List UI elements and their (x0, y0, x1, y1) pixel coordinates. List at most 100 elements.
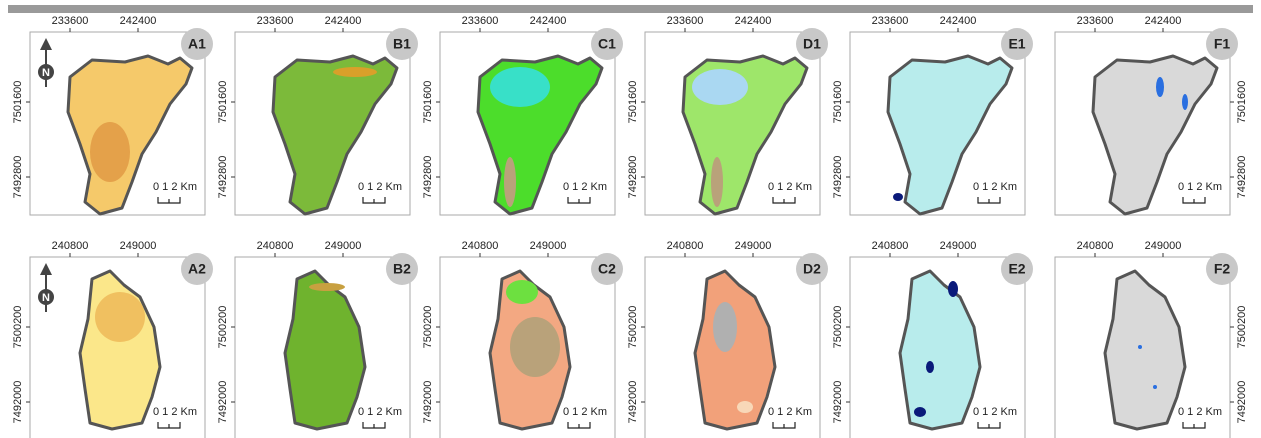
y-tick-label: 7501600 (422, 81, 434, 124)
map-zone (506, 280, 538, 304)
x-tick-label: 242400 (1145, 15, 1182, 27)
map-panel: 233600 242400 7501600 7492800 E1 0 1 2 Km (832, 15, 1033, 215)
map-zone (713, 302, 737, 352)
x-tick-label: 249000 (735, 240, 772, 252)
x-tick-label: 242400 (325, 15, 362, 27)
panel-label: A1 (188, 36, 206, 52)
x-tick-label: 233600 (257, 15, 294, 27)
y-tick-label: 7500200 (422, 306, 434, 349)
figure: 233600 242400 7501600 7492800 A1 0 1 2 Km N 233… (0, 0, 1261, 438)
map-zone (504, 157, 516, 207)
map-zone (1153, 385, 1157, 389)
x-tick-label: 240800 (462, 240, 499, 252)
map-panel: 240800 249000 7500200 7492000 B2 0 1 2 Km (217, 240, 418, 438)
map-zone (948, 281, 958, 297)
x-tick-label: 233600 (52, 15, 89, 27)
panel-label: B2 (393, 261, 411, 277)
map-zone (1138, 345, 1142, 349)
y-tick-label: 7492800 (422, 156, 434, 199)
scale-label: 0 1 2 Km (358, 406, 402, 418)
x-tick-label: 233600 (667, 15, 704, 27)
map-panel: 233600 242400 7501600 7492800 F1 0 1 2 Km (1055, 15, 1248, 215)
x-tick-label: 240800 (872, 240, 909, 252)
x-tick-label: 242400 (120, 15, 157, 27)
map-zone (490, 67, 550, 107)
map-zone (1182, 94, 1188, 110)
y-tick-label: 7500200 (1236, 306, 1248, 349)
map-panel: 240800 249000 7500200 7492000 E2 0 1 2 Km (832, 240, 1033, 438)
y-tick-label: 7500200 (217, 306, 229, 349)
scale-label: 0 1 2 Km (768, 181, 812, 193)
scale-label: 0 1 2 Km (1178, 406, 1222, 418)
panel-label: C1 (598, 36, 616, 52)
y-tick-label: 7492000 (1236, 381, 1248, 424)
x-tick-label: 249000 (940, 240, 977, 252)
y-tick-label: 7492800 (832, 156, 844, 199)
map-zone (893, 193, 903, 201)
y-tick-label: 7501600 (217, 81, 229, 124)
y-tick-label: 7492000 (12, 381, 24, 424)
scale-label: 0 1 2 Km (1178, 181, 1222, 193)
scale-label: 0 1 2 Km (768, 406, 812, 418)
x-tick-label: 249000 (325, 240, 362, 252)
scale-label: 0 1 2 Km (153, 406, 197, 418)
panel-label: B1 (393, 36, 411, 52)
y-tick-label: 7492800 (12, 156, 24, 199)
panel-label: F2 (1214, 261, 1231, 277)
x-tick-label: 249000 (120, 240, 157, 252)
x-tick-label: 233600 (872, 15, 909, 27)
y-tick-label: 7501600 (1236, 81, 1248, 124)
x-tick-label: 240800 (667, 240, 704, 252)
panel-label: E1 (1008, 36, 1025, 52)
panel-label: E2 (1008, 261, 1025, 277)
y-tick-label: 7501600 (627, 81, 639, 124)
y-tick-label: 7500200 (12, 306, 24, 349)
panel-label: C2 (598, 261, 616, 277)
x-tick-label: 233600 (462, 15, 499, 27)
panel-label: D1 (803, 36, 821, 52)
x-tick-label: 240800 (1077, 240, 1114, 252)
y-tick-label: 7492000 (422, 381, 434, 424)
y-tick-label: 7501600 (832, 81, 844, 124)
x-tick-label: 240800 (52, 240, 89, 252)
map-zone (914, 407, 926, 417)
scale-label: 0 1 2 Km (973, 406, 1017, 418)
y-tick-label: 7500200 (832, 306, 844, 349)
x-tick-label: 233600 (1077, 15, 1114, 27)
map-zone (711, 157, 723, 207)
map-panel: 233600 242400 7501600 7492800 D1 0 1 2 Km (627, 15, 828, 215)
scale-label: 0 1 2 Km (563, 181, 607, 193)
x-tick-label: 249000 (530, 240, 567, 252)
scale-label: 0 1 2 Km (973, 181, 1017, 193)
y-tick-label: 7492800 (217, 156, 229, 199)
y-tick-label: 7492000 (217, 381, 229, 424)
map-panel: 240800 249000 7500200 7492000 A2 0 1 2 Km N (12, 240, 213, 438)
x-tick-label: 242400 (530, 15, 567, 27)
y-tick-label: 7492800 (627, 156, 639, 199)
y-tick-label: 7492000 (627, 381, 639, 424)
x-tick-label: 240800 (257, 240, 294, 252)
y-tick-label: 7492000 (832, 381, 844, 424)
map-panel: 24080024900075002007492000D20 1 2 Km (627, 240, 828, 438)
map-panel: 240800 249000 7500200 7492000 C2 0 1 2 Km (422, 240, 623, 438)
y-tick-label: 7500200 (627, 306, 639, 349)
north-label: N (42, 67, 50, 79)
panel-label: A2 (188, 261, 206, 277)
x-tick-label: 242400 (735, 15, 772, 27)
scale-label: 0 1 2 Km (358, 181, 402, 193)
map-zone (510, 317, 560, 377)
x-tick-label: 242400 (940, 15, 977, 27)
map-zone (95, 292, 145, 342)
panel-label: F1 (1214, 36, 1231, 52)
map-zone (926, 361, 934, 373)
scale-label: 0 1 2 Km (563, 406, 607, 418)
map-zone (309, 283, 345, 291)
map-zone (333, 67, 377, 77)
map-panel: 240800 249000 7500200 7492000 F2 0 1 2 Km (1055, 240, 1248, 438)
y-tick-label: 7492800 (1236, 156, 1248, 199)
map-panel: 233600 242400 7501600 7492800 C1 0 1 2 Km (422, 15, 623, 215)
north-label: N (42, 292, 50, 304)
scale-label: 0 1 2 Km (153, 181, 197, 193)
x-tick-label: 249000 (1145, 240, 1182, 252)
